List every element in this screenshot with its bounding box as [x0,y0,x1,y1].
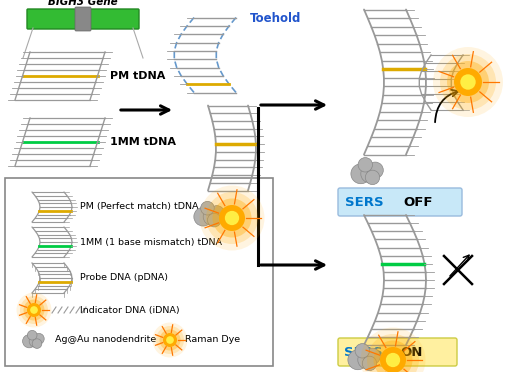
Text: Toehold: Toehold [250,12,301,25]
Circle shape [160,330,180,350]
Circle shape [209,206,225,221]
Circle shape [156,326,184,354]
Circle shape [361,165,379,183]
Circle shape [360,327,425,372]
Circle shape [27,330,37,340]
Circle shape [367,334,419,372]
Circle shape [225,211,239,225]
Text: ON: ON [401,346,423,359]
Text: SERS: SERS [344,346,382,359]
Circle shape [203,208,220,225]
FancyBboxPatch shape [338,338,457,366]
Circle shape [32,339,42,349]
Circle shape [206,192,258,244]
Circle shape [30,306,38,314]
Text: OFF: OFF [403,196,433,208]
Circle shape [454,68,482,96]
Text: PM tDNA: PM tDNA [110,71,165,81]
Circle shape [29,335,41,347]
Circle shape [194,207,213,226]
Circle shape [380,347,406,372]
Circle shape [219,205,245,231]
FancyBboxPatch shape [5,178,273,366]
Text: 1MM (1 base mismatch) tDNA: 1MM (1 base mismatch) tDNA [80,237,222,247]
Circle shape [386,353,400,367]
Circle shape [367,162,383,178]
Text: PM (Perfect match) tDNA: PM (Perfect match) tDNA [80,202,198,212]
Circle shape [348,350,368,370]
Circle shape [447,61,489,103]
Circle shape [199,186,265,250]
Text: SERS: SERS [345,196,383,208]
Circle shape [152,323,187,357]
Circle shape [358,351,376,369]
FancyBboxPatch shape [75,7,91,31]
Circle shape [362,356,376,371]
FancyBboxPatch shape [27,9,139,29]
Circle shape [358,158,372,172]
Circle shape [355,344,369,358]
Circle shape [20,296,48,324]
Text: 1MM tDNA: 1MM tDNA [110,137,176,147]
Text: BIGH3 Gene: BIGH3 Gene [48,0,118,7]
Circle shape [433,47,503,117]
Text: Raman Dye: Raman Dye [185,336,240,344]
Circle shape [460,74,476,90]
Circle shape [24,299,44,321]
Circle shape [201,201,214,215]
Text: Ag@Au nanodendrite: Ag@Au nanodendrite [55,336,156,344]
Circle shape [440,54,496,110]
Circle shape [364,348,380,364]
Circle shape [23,334,36,348]
Circle shape [373,340,413,372]
Circle shape [27,303,41,317]
Circle shape [213,199,251,237]
Circle shape [163,333,177,347]
FancyBboxPatch shape [338,188,462,216]
Circle shape [33,333,44,344]
Text: Probe DNA (pDNA): Probe DNA (pDNA) [80,273,168,282]
Circle shape [16,292,52,327]
Circle shape [365,170,380,185]
Text: Indicator DNA (iDNA): Indicator DNA (iDNA) [80,305,180,314]
Circle shape [166,336,174,344]
Circle shape [351,164,371,184]
Circle shape [208,213,221,227]
